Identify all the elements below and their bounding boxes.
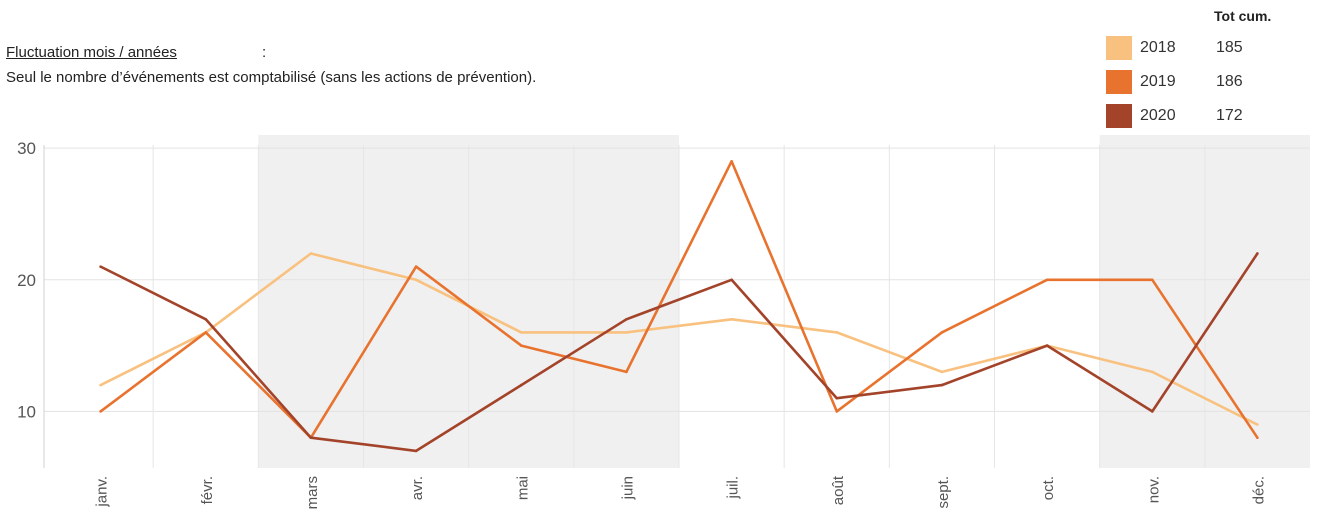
legend-total: 185 [1216,39,1243,56]
x-tick-label: oct. [1040,476,1057,500]
y-tick-label: 30 [17,139,36,158]
x-tick-label: févr. [199,476,216,504]
data-point-2019 [1150,278,1154,282]
data-point-2019 [99,410,102,413]
x-tick-label: nov. [1145,476,1162,503]
data-point-2019 [414,265,418,268]
data-point-2018 [309,252,313,255]
data-point-2019 [835,410,839,413]
data-point-2018 [940,370,944,374]
data-point-2020 [99,265,102,268]
data-point-2018 [99,383,102,387]
chart-title: Fluctuation mois / années [6,44,177,61]
legend-item-2018[interactable]: 2018 185 [1106,36,1306,62]
data-point-2018 [1256,423,1259,426]
data-point-2020 [940,383,944,387]
data-point-2018 [1150,370,1154,374]
data-point-2020 [309,436,313,440]
y-tick-label: 10 [17,402,36,421]
data-point-2018 [835,331,839,334]
x-tick-label: août [830,475,847,505]
x-tick-label: déc. [1250,476,1267,504]
data-point-2019 [730,160,733,163]
data-point-2019 [1045,278,1049,282]
legend-item-2019[interactable]: 2019 186 [1106,70,1306,96]
legend-total: 172 [1216,107,1243,124]
x-tick-label: mai [514,476,531,500]
x-tick-label: mars [304,476,321,509]
legend-year: 2019 [1140,73,1176,90]
legend-item-2020[interactable]: 2020 172 [1106,104,1306,130]
data-point-2020 [414,449,418,453]
data-point-2020 [1150,410,1154,413]
data-point-2019 [625,370,628,374]
data-point-2018 [414,278,418,282]
data-point-2020 [835,396,839,400]
data-point-2019 [1256,436,1259,440]
legend-year: 2020 [1140,107,1176,124]
legend: Tot cum. 2018 185 2019 186 2020 172 [1100,6,1310,131]
data-point-2019 [519,344,523,347]
legend-swatch [1106,104,1132,128]
x-tick-label: juil. [725,476,742,500]
legend-swatch [1106,36,1132,60]
series-line-2019 [99,160,1259,440]
legend-swatch [1106,70,1132,94]
data-point-2018 [625,331,628,334]
y-tick-label: 20 [17,271,36,290]
data-point-2020 [1045,344,1049,347]
data-point-2018 [519,331,523,334]
chart-title-colon: : [262,44,267,61]
x-tick-label: juin [619,476,636,500]
data-point-2018 [730,317,733,321]
legend-header: Tot cum. [1214,8,1272,24]
x-tick-label: avr. [409,476,426,500]
data-point-2019 [204,331,208,334]
data-point-2020 [1256,252,1259,255]
x-tick-label: janv. [94,476,111,508]
chart-subtitle: Seul le nombre d’événements est comptabi… [6,69,537,86]
series-line-2018 [100,252,1258,426]
legend-total: 186 [1216,73,1243,90]
data-point-2020 [730,278,733,282]
data-point-2020 [625,317,628,321]
legend-year: 2018 [1140,39,1176,56]
data-point-2020 [519,383,523,387]
series-line-2020 [100,252,1259,453]
data-point-2020 [204,317,208,321]
x-tick-label: sept. [935,476,952,509]
data-point-2019 [940,331,944,334]
